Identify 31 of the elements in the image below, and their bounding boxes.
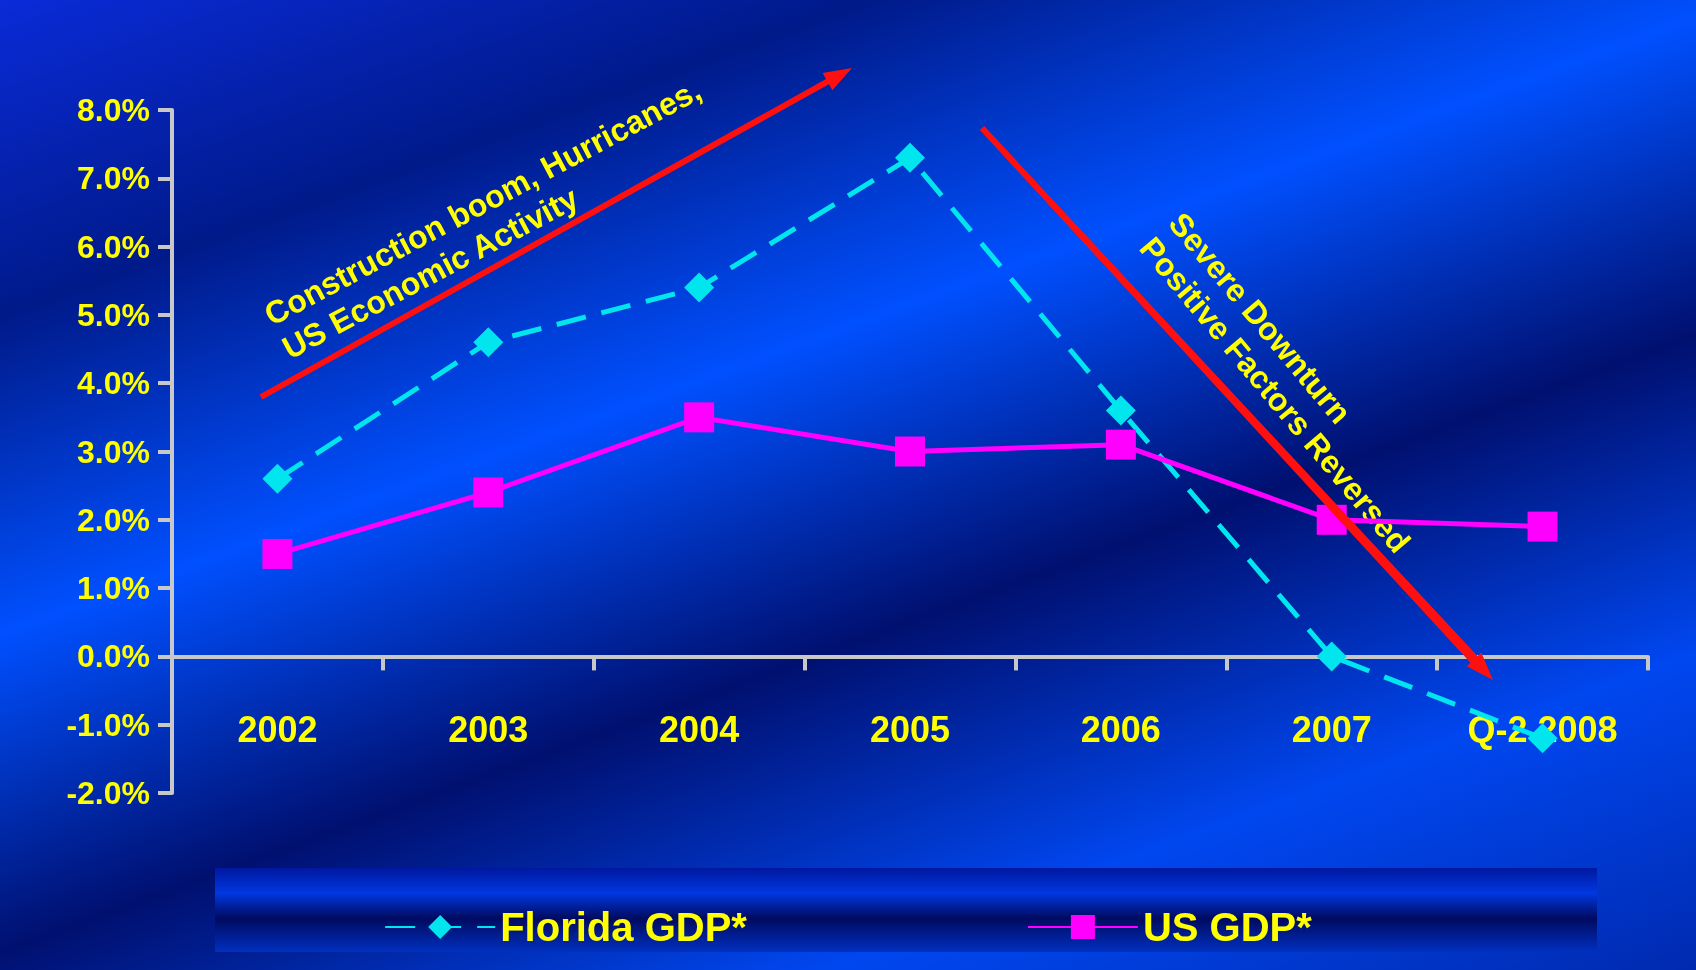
point (262, 463, 293, 494)
x-tick-label: 2004 (659, 708, 740, 750)
x-tick-label: 2007 (1291, 708, 1372, 750)
y-tick-label: 1.0% (77, 570, 150, 607)
point (684, 402, 715, 433)
legend-label: US GDP* (1142, 905, 1313, 949)
y-tick-label: 7.0% (77, 160, 150, 197)
point (1527, 511, 1558, 542)
point (684, 272, 715, 303)
legend-label: Florida GDP* (500, 905, 748, 949)
y-tick-label: 6.0% (77, 228, 150, 265)
x-tick-label: 2005 (869, 708, 951, 750)
x-tick-label: 2003 (448, 708, 529, 750)
x-tick-label: 2006 (1080, 708, 1161, 750)
point (1316, 641, 1347, 672)
point (895, 142, 925, 173)
x-tick-label: 2002 (237, 708, 318, 750)
point (895, 436, 925, 467)
point (1105, 429, 1136, 460)
y-tick-label: 4.0% (77, 365, 150, 402)
point (1105, 395, 1136, 426)
y-tick-label: -2.0% (66, 775, 150, 811)
point (473, 327, 504, 358)
y-tick-label: 8.0% (77, 92, 150, 128)
y-tick-label: 2.0% (77, 501, 150, 538)
y-tick-label: 0.0% (77, 638, 150, 675)
y-tick-label: 5.0% (77, 296, 150, 333)
y-tick-label: -1.0% (66, 706, 150, 743)
point (262, 538, 293, 569)
point (473, 477, 504, 508)
y-tick-label: 3.0% (77, 433, 150, 470)
